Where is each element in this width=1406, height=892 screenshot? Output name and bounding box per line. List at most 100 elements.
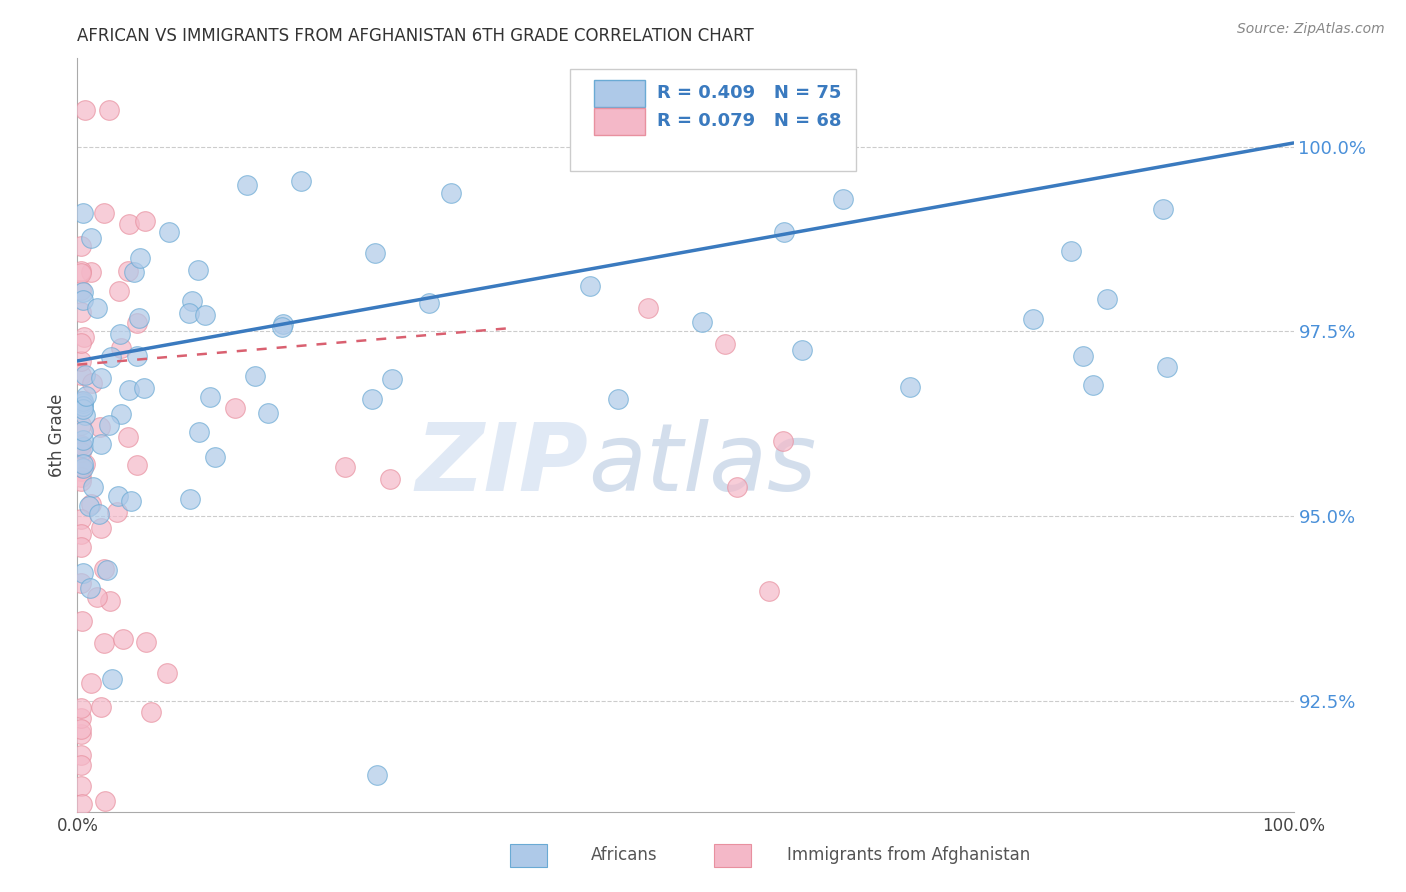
Point [98, 417, 121, 432]
Point [360, 392, 382, 406]
Point [72, 566, 94, 580]
Point [1083, 378, 1105, 392]
Point [380, 472, 402, 486]
Point [70, 438, 93, 452]
Point [440, 186, 463, 201]
Point [256, 406, 278, 420]
Point [70, 797, 93, 812]
Point [79, 581, 101, 595]
Point [90, 521, 112, 535]
Point [236, 178, 259, 192]
Point [86, 301, 108, 315]
Point [70, 464, 93, 478]
Point [118, 217, 141, 231]
Point [578, 279, 600, 293]
Point [89, 507, 111, 521]
Text: Africans: Africans [591, 846, 657, 863]
Point [180, 293, 202, 308]
Point [70, 758, 93, 772]
Point [97, 103, 120, 117]
Point [80, 231, 103, 245]
Point [271, 317, 294, 331]
Point [100, 350, 122, 364]
Point [110, 326, 132, 341]
Point [70, 576, 93, 591]
Point [70, 779, 93, 793]
Point [156, 665, 179, 680]
Point [70, 264, 93, 278]
Point [271, 320, 294, 334]
Point [832, 192, 855, 206]
Point [79, 675, 101, 690]
Text: R = 0.079   N = 68: R = 0.079 N = 68 [658, 112, 842, 130]
Point [364, 245, 387, 260]
Point [73, 330, 96, 344]
Point [418, 296, 440, 310]
Point [831, 80, 853, 95]
Point [134, 214, 156, 228]
Point [82, 480, 104, 494]
Point [243, 368, 266, 383]
Point [70, 283, 93, 297]
Point [607, 392, 630, 406]
Point [758, 584, 780, 599]
Point [117, 430, 139, 444]
Point [128, 310, 150, 325]
Point [381, 372, 404, 386]
Point [70, 470, 93, 484]
Text: Source: ZipAtlas.com: Source: ZipAtlas.com [1237, 22, 1385, 37]
Point [70, 460, 93, 475]
Point [1152, 202, 1174, 217]
Point [725, 480, 748, 494]
Point [772, 434, 794, 449]
Point [70, 527, 93, 541]
Point [90, 437, 112, 451]
Point [224, 401, 246, 415]
Point [75, 103, 97, 117]
Text: R = 0.409   N = 75: R = 0.409 N = 75 [658, 85, 842, 103]
Point [93, 206, 115, 220]
Point [70, 727, 93, 741]
Point [772, 225, 794, 239]
Point [70, 368, 93, 382]
Point [127, 458, 149, 473]
Point [204, 450, 226, 464]
Point [89, 420, 111, 434]
Point [72, 433, 94, 447]
Point [1021, 312, 1043, 326]
Point [101, 672, 124, 686]
Point [1097, 292, 1119, 306]
Point [70, 711, 93, 725]
Point [366, 768, 388, 782]
Point [72, 440, 94, 454]
Point [70, 512, 93, 526]
Point [73, 368, 96, 382]
Point [690, 315, 713, 329]
Text: atlas: atlas [588, 419, 817, 510]
Text: ZIP: ZIP [415, 419, 588, 511]
Point [637, 301, 659, 315]
Text: AFRICAN VS IMMIGRANTS FROM AFGHANISTAN 6TH GRADE CORRELATION CHART: AFRICAN VS IMMIGRANTS FROM AFGHANISTAN 6… [77, 28, 754, 45]
Point [157, 225, 180, 239]
Point [73, 409, 96, 423]
Point [70, 445, 93, 459]
Point [70, 418, 93, 433]
Point [72, 206, 94, 220]
Point [1060, 244, 1083, 258]
Point [72, 460, 94, 475]
Point [72, 402, 94, 417]
Point [72, 285, 94, 300]
Text: Immigrants from Afghanistan: Immigrants from Afghanistan [787, 846, 1031, 863]
Point [333, 460, 356, 475]
Point [128, 251, 150, 265]
Point [194, 308, 217, 322]
Point [72, 614, 94, 628]
Point [93, 636, 115, 650]
Point [628, 128, 651, 142]
Point [187, 262, 209, 277]
Point [70, 475, 93, 489]
Point [290, 174, 312, 188]
Point [110, 341, 132, 355]
Point [70, 722, 93, 736]
Point [70, 438, 93, 452]
